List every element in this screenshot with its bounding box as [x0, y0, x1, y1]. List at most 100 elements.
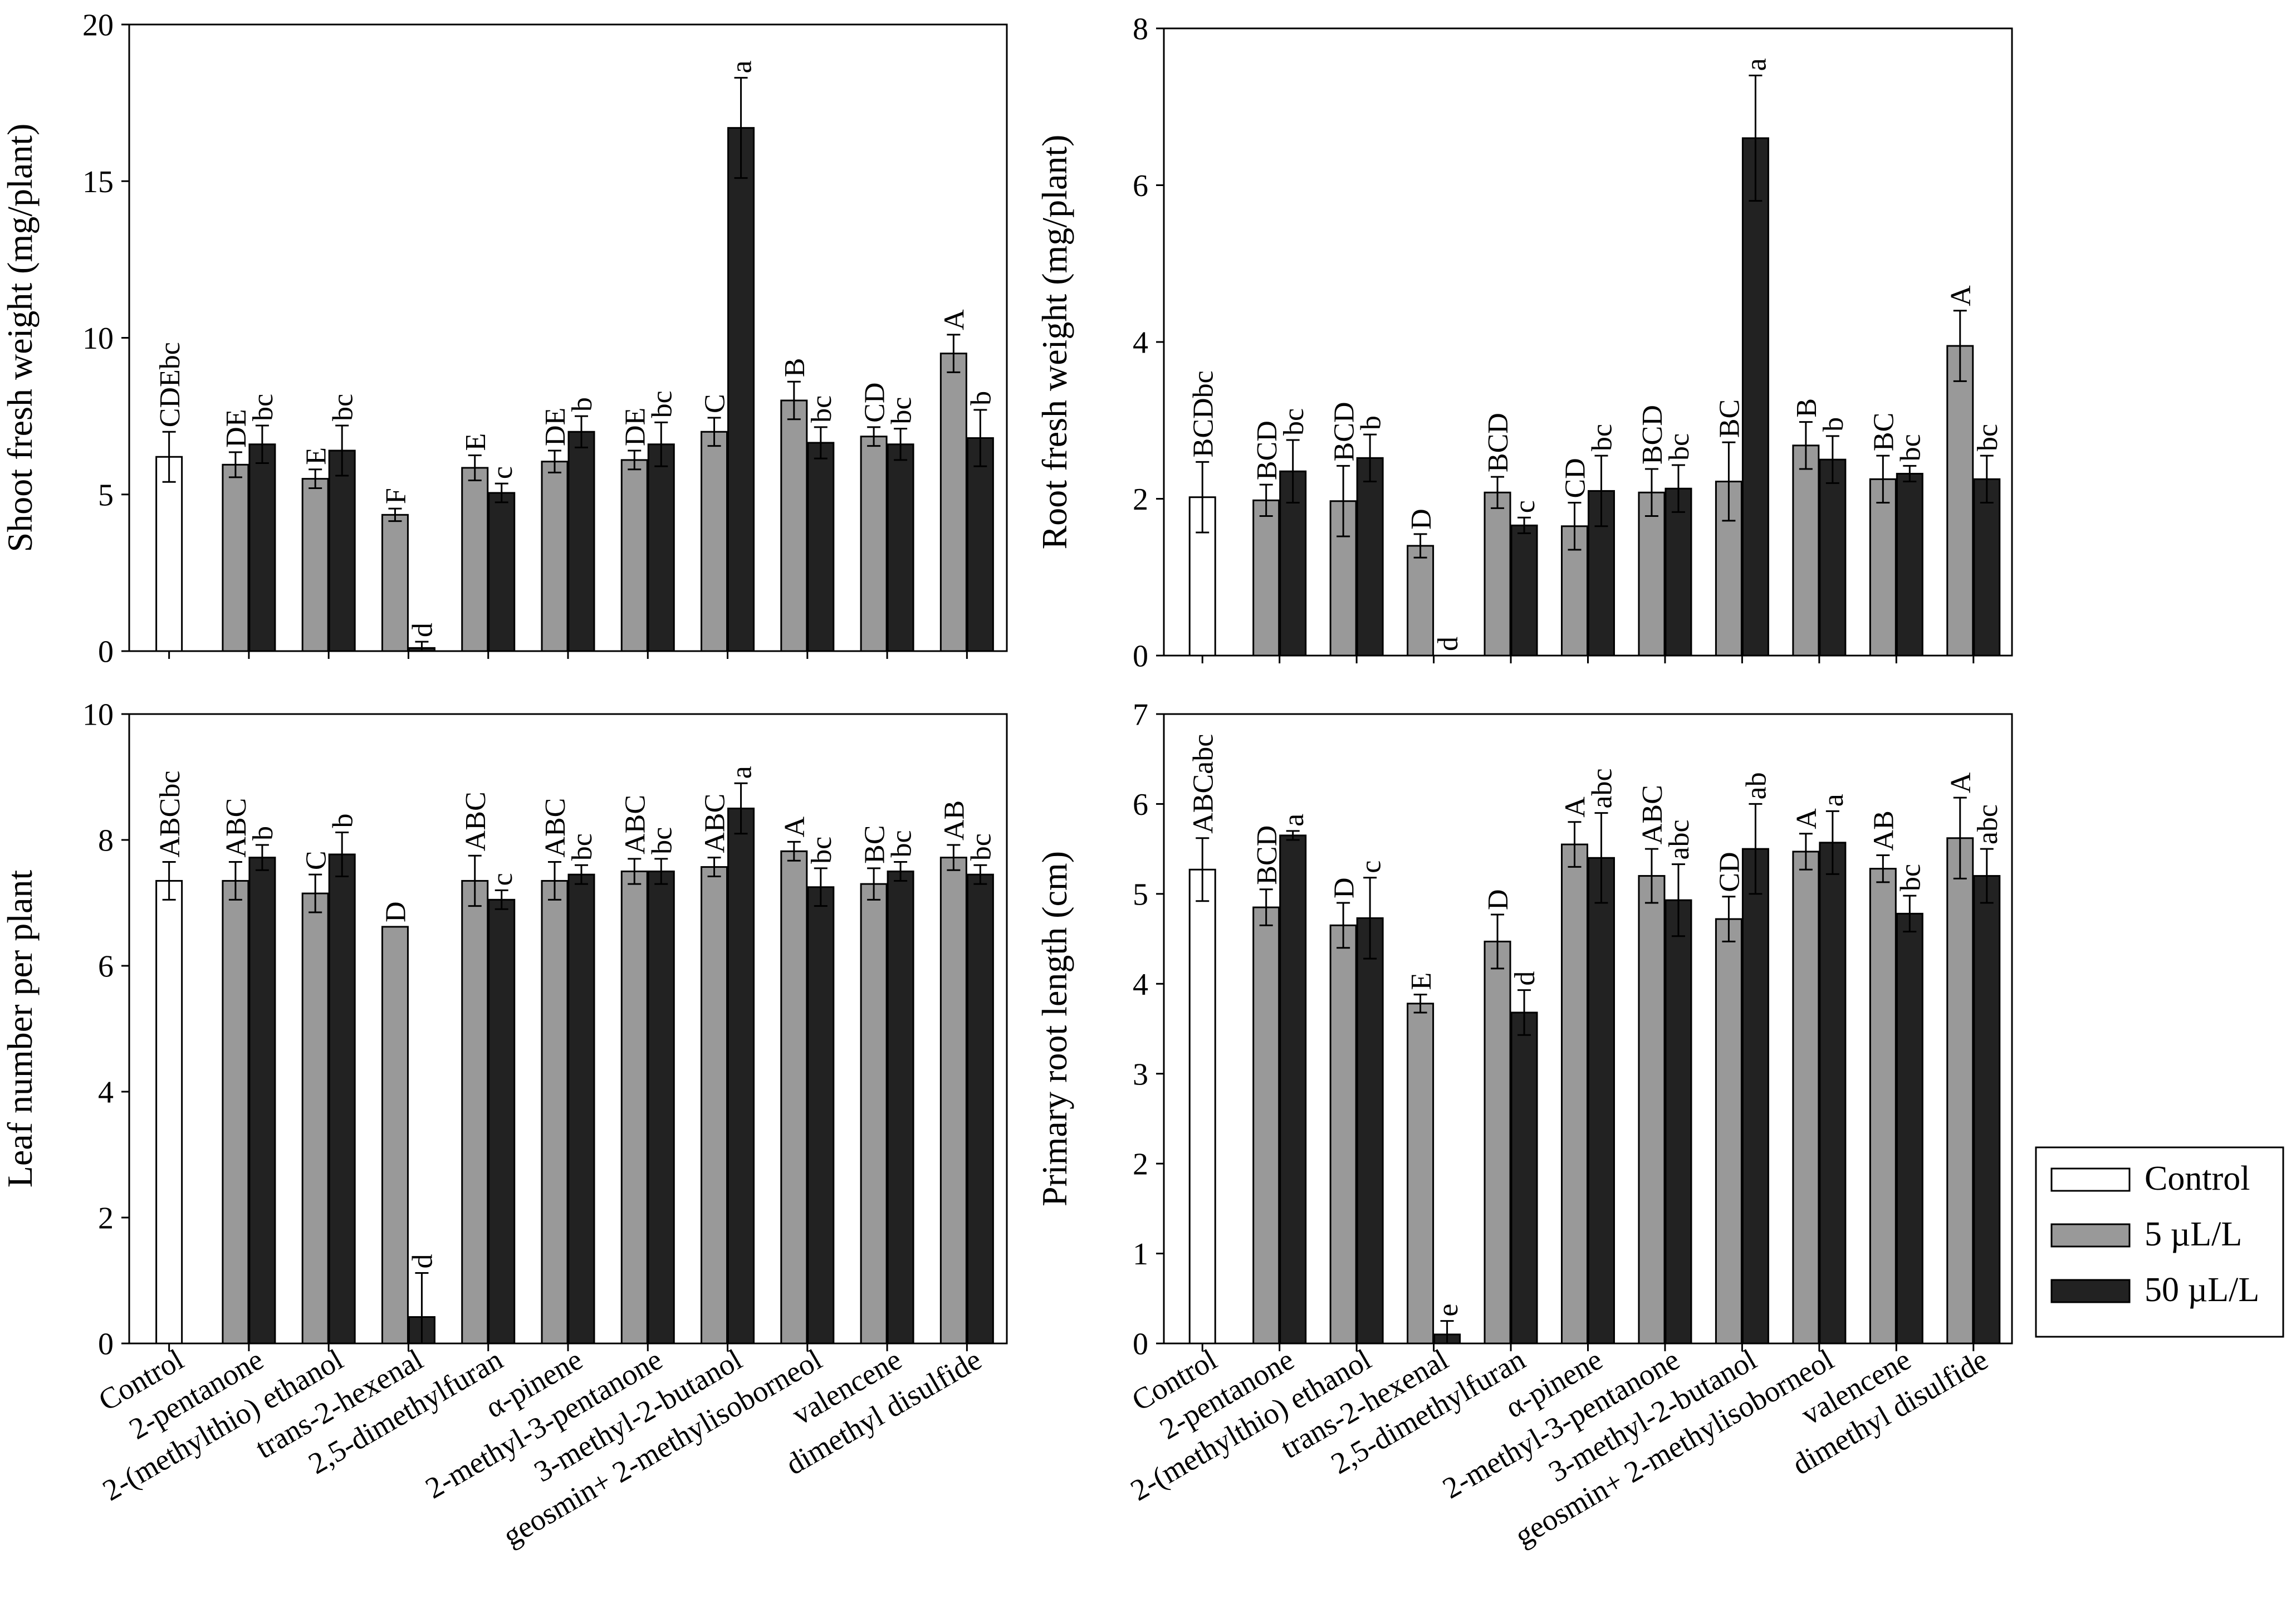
bar-bottom-left-series-1-2: [301, 892, 329, 1345]
legend-swatch-0: [2050, 1167, 2131, 1192]
bar-bottom-left-series-0-0: [155, 879, 183, 1345]
significance-letter: D: [1482, 889, 1514, 910]
significance-letter: b: [1355, 416, 1387, 430]
significance-letter: d: [407, 623, 439, 637]
bar-bottom-right-series-1-2: [1329, 924, 1357, 1345]
legend-label-1: 5 µL/L: [2145, 1215, 2242, 1253]
significance-letter: ABC: [540, 798, 571, 858]
significance-letter: BCD: [1328, 402, 1360, 461]
significance-letter: bc: [327, 394, 359, 421]
significance-letter: bc: [1278, 408, 1310, 436]
significance-letter: bc: [1587, 424, 1618, 451]
bar-bottom-left-series-2-4: [488, 898, 516, 1345]
bar-top-right-series-2-8: [1819, 458, 1847, 657]
significance-letter: DE: [540, 408, 571, 446]
y-tick-label: 0: [1133, 639, 1148, 674]
significance-letter: d: [407, 1254, 439, 1268]
significance-letter: bc: [566, 833, 598, 861]
bar-bottom-left-series-1-7: [701, 866, 728, 1345]
bar-bottom-right-series-2-2: [1356, 917, 1384, 1345]
significance-letter: ABC: [699, 794, 731, 853]
y-tick-label: 8: [1133, 12, 1148, 47]
bar-top-left-series-1-6: [620, 459, 648, 652]
y-tick-label: 6: [1133, 788, 1148, 822]
bar-top-left-series-2-2: [328, 449, 356, 652]
significance-letter: E: [300, 447, 332, 465]
significance-letter: bc: [806, 395, 838, 423]
bar-bottom-right-series-1-3: [1407, 1003, 1435, 1345]
significance-letter: bc: [966, 833, 997, 861]
significance-letter: abc: [1972, 804, 2004, 844]
bar-bottom-right-series-1-7: [1715, 918, 1742, 1345]
bar-top-right-series-2-4: [1510, 524, 1538, 657]
significance-letter: bc: [885, 397, 917, 424]
significance-letter: B: [1791, 398, 1823, 418]
legend-label-2: 50 µL/L: [2145, 1271, 2259, 1309]
significance-letter: C: [300, 851, 332, 870]
bar-bottom-left-series-2-5: [567, 873, 595, 1345]
significance-letter: bc: [1663, 433, 1695, 461]
bar-top-left-series-1-5: [541, 461, 569, 652]
bar-top-left-series-1-1: [222, 463, 249, 652]
y-tick-label: 3: [1133, 1057, 1148, 1092]
y-tick-label: 7: [1133, 698, 1148, 732]
significance-letter: D: [1328, 877, 1360, 898]
significance-letter: b: [566, 397, 598, 412]
bar-bottom-left-series-2-10: [966, 873, 994, 1345]
y-tick-label: 15: [82, 165, 114, 199]
significance-letter: BCD: [1251, 421, 1283, 480]
bar-bottom-right-series-2-7: [1741, 848, 1769, 1345]
bar-bottom-left-series-2-8: [807, 886, 835, 1345]
significance-letter: AB: [1868, 810, 1900, 851]
y-axis-label: Primary root length (cm): [1035, 851, 1074, 1206]
significance-letter: D: [1406, 509, 1437, 530]
bar-top-left-series-0-0: [155, 456, 183, 652]
bar-top-left-series-1-8: [780, 399, 808, 652]
bar-top-left-series-1-4: [461, 467, 489, 652]
significance-letter: a: [1741, 58, 1773, 71]
bar-top-right-series-2-7: [1741, 137, 1769, 657]
significance-letter: CD: [859, 383, 890, 423]
legend-swatch-1: [2050, 1223, 2131, 1248]
y-tick-label: 20: [82, 8, 114, 43]
bar-top-left-series-2-8: [807, 442, 835, 652]
significance-letter: bc: [1895, 434, 1927, 461]
bar-top-right-series-1-10: [1946, 345, 1974, 657]
bar-top-right-series-2-10: [1973, 478, 2001, 657]
significance-letter: bc: [1895, 864, 1927, 891]
bar-bottom-left-series-1-3: [381, 926, 409, 1345]
y-tick-label: 2: [1133, 1147, 1148, 1182]
significance-letter: a: [1818, 794, 1849, 807]
bar-top-left-series-1-7: [701, 431, 728, 652]
bar-top-left-series-1-9: [860, 436, 888, 652]
bar-top-right-series-2-9: [1896, 472, 1923, 657]
bar-bottom-right-series-2-1: [1279, 834, 1307, 1345]
bar-bottom-left-series-1-1: [222, 879, 249, 1345]
bar-top-right-series-2-6: [1665, 487, 1692, 657]
significance-letter: F: [380, 488, 412, 504]
significance-letter: abc: [1663, 819, 1695, 859]
y-axis-label: Root fresh weight (mg/plant): [1035, 135, 1074, 550]
significance-letter: A: [1945, 285, 1977, 306]
bar-bottom-right-series-2-4: [1510, 1011, 1538, 1345]
bar-bottom-left-series-2-9: [887, 871, 914, 1345]
significance-letter: d: [1509, 971, 1541, 986]
significance-letter: c: [1509, 500, 1541, 513]
significance-letter: c: [487, 466, 518, 479]
significance-letter: bc: [885, 830, 917, 857]
bar-bottom-right-series-0-0: [1188, 868, 1216, 1345]
significance-letter: abc: [1587, 768, 1618, 808]
bar-bottom-left-series-1-4: [461, 879, 489, 1345]
significance-letter: bc: [247, 394, 279, 421]
significance-letter: ABC: [460, 791, 492, 851]
y-axis-label: Shoot fresh weight (mg/plant): [0, 124, 40, 553]
bar-top-left-series-2-10: [966, 437, 994, 652]
bar-top-left-series-2-7: [727, 127, 755, 652]
significance-letter: A: [1560, 796, 1592, 818]
bar-top-left-series-2-5: [567, 431, 595, 652]
significance-letter: DE: [619, 408, 651, 446]
significance-letter: B: [779, 358, 811, 378]
